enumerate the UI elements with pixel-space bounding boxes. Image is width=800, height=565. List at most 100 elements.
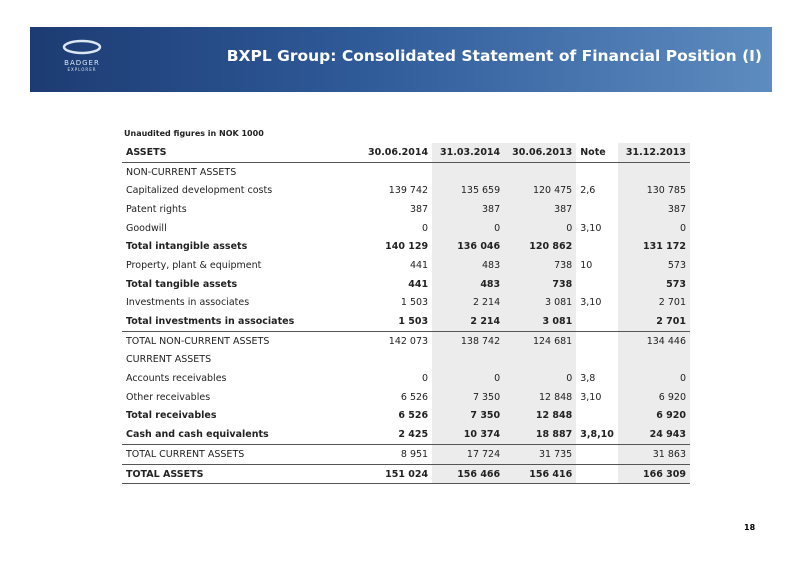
value-cell: 7 350 <box>432 406 505 426</box>
value-cell: 17 724 <box>432 444 505 465</box>
table-row: Investments in associates 1 503 2 214 3 081… <box>122 293 690 313</box>
logo-subtext: EXPLORER <box>67 67 97 72</box>
value-cell: 10 374 <box>432 425 505 445</box>
value-cell: 156 416 <box>504 463 577 485</box>
section-row: NON-CURRENT ASSETS <box>122 162 690 182</box>
row-label: Total investments in associates <box>126 316 295 328</box>
value-cell: 130 785 <box>617 181 690 201</box>
value-cell: 24 943 <box>617 425 690 445</box>
value-cell: 6 526 <box>398 410 429 422</box>
value-cell <box>432 350 505 370</box>
note-cell <box>576 237 618 256</box>
value-cell: 573 <box>617 256 690 275</box>
page-number: 18 <box>744 523 756 532</box>
value-cell: 151 024 <box>360 463 433 485</box>
table-row: Capitalized development costs 139 742 135 … <box>122 181 690 201</box>
slide-title: BXPL Group: Consolidated Statement of Fi… <box>226 47 762 65</box>
value-cell: 387 <box>409 203 429 215</box>
value-cell: 0 <box>432 369 505 388</box>
row-label: TOTAL ASSETS <box>122 463 360 485</box>
row-label: Cash and cash equivalents <box>126 429 269 441</box>
value-cell: 6 526 <box>400 391 429 403</box>
value-cell: 7 350 <box>432 387 505 407</box>
note-cell <box>576 162 618 181</box>
note-cell <box>576 407 618 426</box>
logo-mark <box>62 39 102 55</box>
note-cell: 3,10 <box>580 391 602 403</box>
value-cell: 138 742 <box>432 330 505 351</box>
row-label: TOTAL CURRENT ASSETS <box>122 444 360 465</box>
table-row: Total receivables 6 526 7 350 12 848 6 920 <box>122 406 690 426</box>
value-cell: 2 214 <box>432 293 505 313</box>
table-row: TOTAL ASSETS 151 024 156 466 156 416 166 309 <box>122 463 690 485</box>
value-cell: 738 <box>504 274 577 294</box>
value-cell: 441 <box>408 278 429 290</box>
table-note: Unaudited figures in NOK 1000 <box>124 129 264 138</box>
row-label: Patent rights <box>126 203 187 215</box>
value-cell: 120 475 <box>504 181 577 201</box>
value-cell: 2 701 <box>617 293 690 313</box>
section-row: CURRENT ASSETS <box>122 350 690 370</box>
row-label: CURRENT ASSETS <box>126 354 212 366</box>
column-header: 30.06.2014 <box>360 143 433 163</box>
row-label: Capitalized development costs <box>126 185 273 197</box>
value-cell: 156 466 <box>432 463 505 485</box>
header-row: ASSETS 30.06.2014 31.03.2014 30.06.2013 Note… <box>122 143 690 163</box>
value-cell: 441 <box>409 259 429 271</box>
column-header: ASSETS <box>122 143 360 163</box>
table-row: Total investments in associates 1 503 2 21… <box>122 312 690 332</box>
value-cell: 1 503 <box>398 316 429 328</box>
row-label: NON-CURRENT ASSETS <box>126 166 237 178</box>
value-cell: 0 <box>504 218 577 238</box>
value-cell: 0 <box>617 369 690 388</box>
value-cell: 139 742 <box>388 185 429 197</box>
value-cell: 0 <box>422 373 429 385</box>
note-cell: 3,8,10 <box>580 429 614 441</box>
value-cell <box>504 162 577 182</box>
value-cell: 387 <box>617 200 690 219</box>
header-banner: BADGER EXPLORER BXPL Group: Consolidated… <box>30 27 772 92</box>
value-cell: 2 425 <box>398 429 429 441</box>
table-row: TOTAL NON-CURRENT ASSETS 142 073 138 742 12… <box>122 330 690 351</box>
value-cell: 8 951 <box>360 444 433 465</box>
value-cell: 120 862 <box>504 237 577 257</box>
value-cell: 140 129 <box>385 241 429 253</box>
value-cell: 483 <box>432 256 505 275</box>
row-label: TOTAL NON-CURRENT ASSETS <box>122 330 360 351</box>
row-label: Total intangible assets <box>126 241 248 253</box>
note-cell <box>576 275 618 294</box>
column-header: 31.12.2013 <box>617 143 690 163</box>
value-cell: 12 848 <box>504 406 577 426</box>
note-cell: 10 <box>580 259 593 271</box>
value-cell: 135 659 <box>432 181 505 201</box>
row-label: Total tangible assets <box>126 278 238 290</box>
note-cell: 3,10 <box>580 297 602 309</box>
table-row: Total tangible assets 441 483 738 573 <box>122 274 690 294</box>
value-cell: 124 681 <box>504 330 577 351</box>
column-header: 30.06.2013 <box>504 143 577 163</box>
value-cell: 18 887 <box>504 425 577 445</box>
table-row: Goodwill 0 0 0 3,10 0 <box>122 218 690 238</box>
note-cell <box>576 463 618 485</box>
logo: BADGER EXPLORER <box>52 39 112 72</box>
row-label: Goodwill <box>126 222 167 234</box>
value-cell <box>360 351 432 370</box>
value-cell: 483 <box>432 274 505 294</box>
row-label: Accounts receivables <box>126 373 227 385</box>
table-row: Cash and cash equivalents 2 425 10 374 18 8… <box>122 425 690 445</box>
value-cell: 3 081 <box>504 293 577 313</box>
note-cell <box>576 312 618 331</box>
row-label: Other receivables <box>126 391 211 403</box>
row-label: Property, plant & equipment <box>126 259 262 271</box>
note-cell <box>576 330 618 351</box>
value-cell: 134 446 <box>617 330 690 351</box>
value-cell: 166 309 <box>617 463 690 485</box>
table-row: TOTAL CURRENT ASSETS 8 951 17 724 31 735 31 … <box>122 444 690 465</box>
value-cell: 573 <box>617 274 690 294</box>
note-cell <box>576 351 618 370</box>
value-cell: 387 <box>432 200 505 219</box>
value-cell: 738 <box>504 256 577 275</box>
value-cell: 0 <box>432 218 505 238</box>
value-cell <box>617 162 690 182</box>
value-cell: 3 081 <box>504 312 577 332</box>
